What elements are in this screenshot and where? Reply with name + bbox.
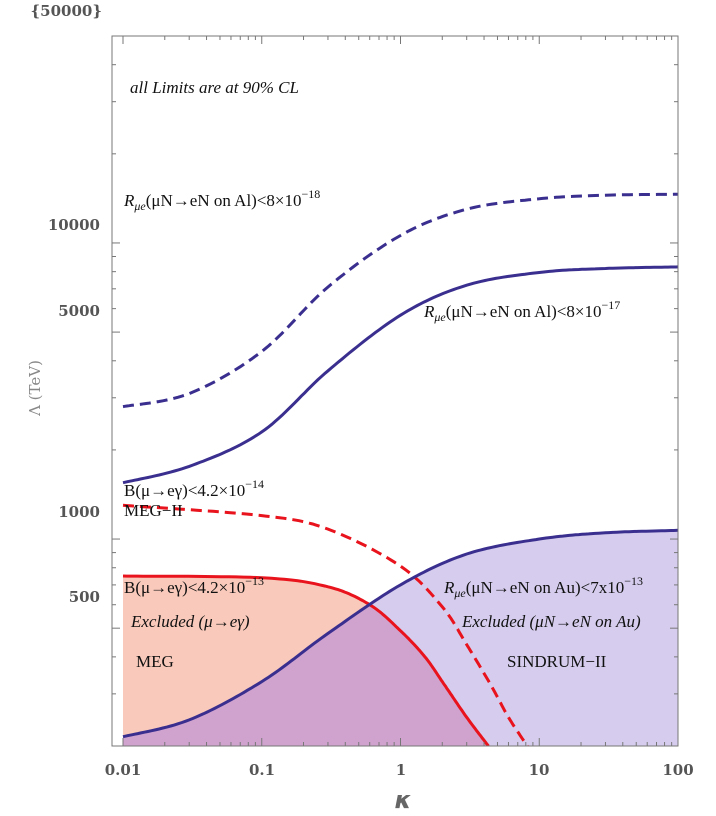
al-1e-18-dashed-curve	[122, 192, 678, 409]
x-tick-label: 100	[662, 761, 693, 779]
meg-label: MEG	[136, 652, 174, 671]
meg-ii-dashed-curve	[122, 503, 529, 746]
excluded-region-overlap	[123, 604, 488, 746]
y-tick-label: 500	[69, 588, 100, 606]
al-1e-17-label: Rμe(μN→eN on Al)<8×10−17	[423, 298, 620, 324]
x-axis-label: κ	[394, 786, 411, 814]
y-tick-label: 5000	[58, 302, 100, 320]
au-excluded-label: Excluded (μN→eN on Au)	[461, 612, 641, 631]
sindrum-ii-label: SINDRUM−II	[507, 652, 607, 671]
x-tick-label: 0.01	[105, 761, 142, 779]
x-tick-label: 10	[529, 761, 550, 779]
y-tick-label: 10000	[48, 216, 100, 234]
au-solid-curve	[122, 528, 678, 739]
confidence-level-note: all Limits are at 90% CL	[130, 78, 299, 97]
meg-ii-label: MEG−II	[124, 501, 183, 520]
y-tick-label: {50000}	[31, 2, 102, 20]
meg-solid-curve	[122, 574, 490, 746]
x-tick-label: 0.1	[249, 761, 275, 779]
x-tick-label: 1	[396, 761, 406, 779]
y-tick-label: 1000	[58, 503, 100, 521]
al-1e-17-solid-curve	[122, 265, 678, 485]
y-axis-label: Λ (TeV)	[26, 360, 44, 417]
meg-excluded-label: Excluded (μ→eγ)	[130, 612, 250, 631]
al-1e-18-label: Rμe(μN→eN on Al)<8×10−18	[123, 187, 320, 213]
plot-frame	[111, 35, 679, 747]
meg-ii-limit-label: B(μ→eγ)<4.2×10−14	[124, 477, 264, 500]
au-limit-label: Rμe(μN→eN on Au)<7x10−13	[443, 574, 643, 600]
meg-limit-label: B(μ→eγ)<4.2×10−13	[124, 574, 264, 597]
